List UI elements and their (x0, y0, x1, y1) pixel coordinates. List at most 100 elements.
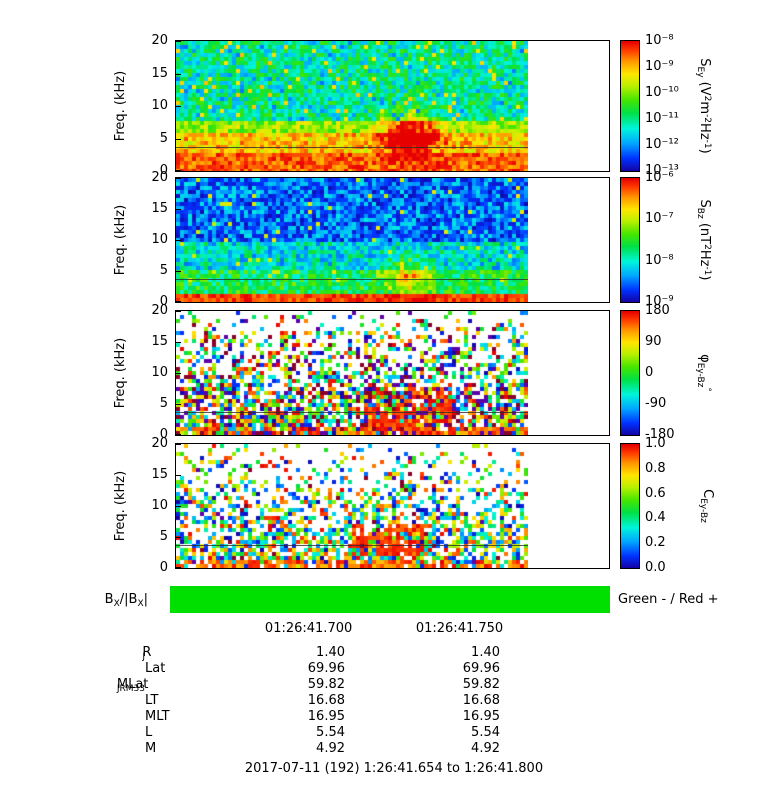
axis-tick-mark (176, 404, 181, 405)
axis-tick-mark (176, 139, 181, 140)
freq-tick-label: 5 (159, 529, 168, 544)
spectrogram-plot-s-ey (175, 40, 610, 172)
colorbar-tick-label: 0.4 (645, 510, 666, 526)
frequency-marker-line (176, 545, 528, 546)
colorbar-canvas (621, 311, 639, 435)
colorbar-tick-label: 0.6 (645, 485, 666, 501)
colorbar-coherence (620, 443, 640, 569)
ephemeris-value-col1: 1.40 (316, 645, 345, 660)
ephemeris-row: Lat 69.96 69.96 (145, 661, 500, 676)
colorbar-tick-label: 10⁻⁹ (645, 59, 674, 74)
freq-axis-ticks: 20 15 10 5 0 (0, 303, 170, 442)
colorbar-tick-label: 90 (645, 334, 662, 349)
colorbar-canvas (621, 444, 639, 568)
figure-caption: 2017-07-11 (192) 1:26:41.654 to 1:26:41.… (244, 761, 544, 776)
ephemeris-value-col2: 59.82 (462, 677, 500, 692)
colorbar-tick-label: 10⁻¹¹ (645, 111, 679, 126)
ephemeris-value-col2: 69.96 (462, 661, 500, 676)
time-tick-label: 01:26:41.700 (264, 621, 353, 636)
ephemeris-row: MLT 16.95 16.95 (145, 709, 500, 724)
axis-tick-mark (176, 209, 181, 210)
colorbar-ticks: 180 90 0 -90 -180 (645, 303, 720, 442)
spectrogram-canvas (176, 41, 528, 171)
colorbar-phase (620, 310, 640, 436)
ephemeris-value-col2: 1.40 (471, 645, 500, 660)
panel-s-ey: Freq. (kHz) 20 15 10 5 0 10⁻⁸ 10⁻⁹ 10⁻¹⁰ 10⁻¹¹ 1… (0, 33, 758, 178)
freq-tick-label: 5 (159, 263, 168, 278)
freq-axis-ticks: 20 15 10 5 0 (0, 436, 170, 575)
colorbar-tick-label: 0 (645, 365, 654, 380)
axis-tick-mark (176, 74, 181, 75)
freq-tick-label: 20 (151, 436, 168, 451)
spectrogram-canvas (176, 178, 528, 302)
ephemeris-value-col1: 16.95 (307, 709, 345, 724)
colorbar-tick-label: 0.2 (645, 535, 666, 551)
colorbar-tick-label: -90 (645, 396, 667, 411)
bx-sign-label: BX/|BX| (104, 592, 148, 609)
freq-tick-label: 0 (159, 294, 168, 309)
ephemeris-value-col1: 59.82 (307, 677, 345, 692)
axis-tick-mark (176, 342, 181, 343)
axis-tick-mark (176, 311, 181, 312)
freq-tick-label: 10 (151, 232, 168, 247)
colorbar-ticks: 10⁻⁶ 10⁻⁷ 10⁻⁸ 10⁻⁹ (645, 170, 720, 309)
colorbar-canvas (621, 41, 639, 171)
axis-tick-mark (176, 41, 181, 42)
frequency-marker-line (176, 147, 528, 148)
ephemeris-row: M 4.92 4.92 (145, 741, 500, 756)
freq-tick-label: 10 (151, 365, 168, 380)
colorbar-ticks: 1.0 0.8 0.6 0.4 0.2 0.0 (645, 436, 720, 575)
colorbar-tick-label: 10⁻¹³ (645, 163, 679, 178)
freq-tick-label: 10 (151, 98, 168, 113)
axis-tick-mark (176, 170, 181, 171)
freq-tick-label: 20 (151, 303, 168, 318)
spectrogram-plot-phase (175, 310, 610, 436)
freq-tick-label: 0 (159, 560, 168, 575)
spectrogram-plot-coherence (175, 443, 610, 569)
ephemeris-value-col2: 4.92 (471, 741, 500, 756)
bx-sign-legend: Green - / Red + (618, 592, 719, 607)
axis-tick-mark (176, 506, 181, 507)
ephemeris-value-col1: 4.92 (316, 741, 345, 756)
axis-tick-mark (176, 271, 181, 272)
freq-tick-label: 0 (159, 427, 168, 442)
colorbar-tick-label: 1.0 (645, 436, 666, 451)
ephemeris-label: MLat JRM33 (116, 677, 149, 694)
axis-tick-mark (176, 240, 181, 241)
colorbar-canvas (621, 178, 639, 302)
axis-tick-mark (176, 475, 181, 476)
colorbar-tick-label: 0.0 (645, 560, 666, 575)
axis-tick-mark (176, 434, 181, 435)
ephemeris-value-col2: 16.68 (462, 693, 500, 708)
colorbar-s-ey (620, 40, 640, 172)
ephemeris-value-col2: 16.95 (462, 709, 500, 724)
axis-tick-mark (176, 178, 181, 179)
colorbar-ticks: 10⁻⁸ 10⁻⁹ 10⁻¹⁰ 10⁻¹¹ 10⁻¹² 10⁻¹³ (645, 33, 720, 178)
colorbar-label-phase: φEy-Bz° (695, 354, 712, 392)
spectrogram-canvas (176, 311, 528, 435)
panel-coherence: Freq. (kHz) 20 15 10 5 0 1.0 0.8 0.6 0.4 0.2 0.0 … (0, 436, 758, 575)
freq-tick-label: 15 (151, 65, 168, 81)
colorbar-tick-label: -180 (645, 427, 675, 442)
colorbar-tick-label: 10⁻⁶ (645, 170, 674, 185)
frequency-marker-line (176, 412, 528, 413)
freq-tick-label: 15 (151, 201, 168, 216)
spectrogram-plot-s-bz (175, 177, 610, 303)
colorbar-tick-label: 10⁻¹⁰ (645, 85, 679, 100)
ephemeris-value-col2: 5.54 (471, 725, 500, 740)
freq-tick-label: 0 (159, 163, 168, 178)
freq-axis-ticks: 20 15 10 5 0 (0, 33, 170, 178)
axis-tick-mark (176, 301, 181, 302)
axis-tick-mark (176, 106, 181, 107)
axis-tick-mark (176, 373, 181, 374)
freq-tick-label: 15 (151, 334, 168, 349)
colorbar-label-s-ey: SEy (V2m-2Hz-1) (695, 58, 712, 154)
panel-phase: Freq. (kHz) 20 15 10 5 0 180 90 0 -90 -180 φEy-B… (0, 303, 758, 442)
spectrogram-canvas (176, 444, 528, 568)
freq-tick-label: 15 (151, 467, 168, 482)
colorbar-tick-label: 0.8 (645, 460, 666, 476)
freq-tick-label: 20 (151, 170, 168, 185)
ephemeris-row: L 5.54 5.54 (145, 725, 500, 740)
time-tick-label: 01:26:41.750 (415, 621, 504, 636)
